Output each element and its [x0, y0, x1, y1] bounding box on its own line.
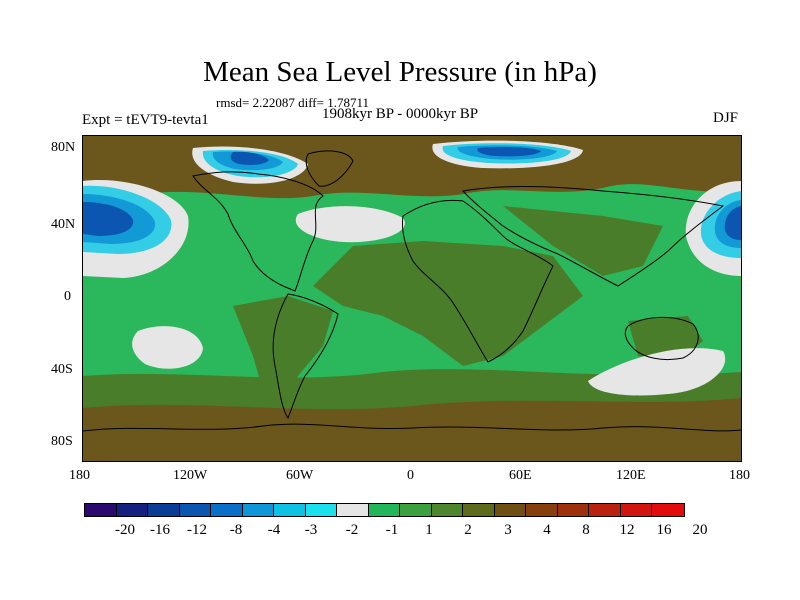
- colorbar-label: 8: [582, 522, 590, 538]
- greenland-low-core: [230, 151, 269, 165]
- map-canvas: [83, 136, 741, 461]
- colorbar-label: 4: [543, 522, 551, 538]
- colorbar-swatch: [211, 504, 243, 516]
- time-period-label: 1908kyr BP - 0000kyr BP: [322, 106, 479, 122]
- colorbar-label: -16: [150, 522, 170, 538]
- europe-africa-coast: [402, 199, 554, 363]
- colorbar-swatch: [400, 504, 432, 516]
- colorbar-swatch: [589, 504, 621, 516]
- rmsd-diff-stats: rmsd= 2.22087 diff= 1.78711: [216, 95, 369, 110]
- south-america-coast: [272, 293, 339, 420]
- lon-label-180-right: 180: [729, 468, 750, 483]
- lon-label-0: 0: [407, 468, 414, 483]
- pressure-anomaly-map: [82, 135, 742, 462]
- colorbar-label: 1: [425, 522, 433, 538]
- colorbar-swatch: [305, 504, 337, 516]
- colorbar-swatch: [368, 504, 400, 516]
- australia-coast: [624, 316, 699, 361]
- south-indian-zero-patch: [588, 348, 726, 396]
- colorbar-label: 3: [504, 522, 512, 538]
- south-pacific-zero-patch: [132, 326, 203, 369]
- colorbar-swatch: [274, 504, 306, 516]
- lon-label-120e: 120E: [616, 468, 646, 483]
- antarctica-coast: [83, 423, 741, 432]
- colorbar-swatch: [148, 504, 180, 516]
- colorbar: [84, 503, 685, 517]
- colorbar-swatch: [116, 504, 148, 516]
- colorbar-swatch: [85, 504, 117, 516]
- colorbar-swatch: [463, 504, 495, 516]
- north-america-coast: [192, 171, 324, 292]
- tropical-africa-region: [313, 241, 583, 366]
- colorbar-label: -8: [229, 522, 243, 538]
- colorbar-label: 2: [464, 522, 472, 538]
- colorbar-label: -4: [267, 522, 281, 538]
- colorbar-label: -12: [187, 522, 207, 538]
- colorbar-swatch: [242, 504, 274, 516]
- north-pacific-low-core-left: [83, 202, 134, 236]
- season-label: DJF: [712, 110, 738, 126]
- lon-label-60e: 60E: [509, 468, 532, 483]
- colorbar-label: 20: [692, 522, 708, 538]
- colorbar-swatch: [337, 504, 369, 516]
- lon-label-120w: 120W: [173, 468, 208, 483]
- colorbar-swatch: [494, 504, 526, 516]
- colorbar-swatch: [526, 504, 558, 516]
- colorbar-swatch: [620, 504, 652, 516]
- north-pacific-low-core-right: [724, 206, 741, 240]
- lat-label-0: 0: [64, 289, 71, 304]
- map-title: Mean Sea Level Pressure (in hPa): [203, 56, 597, 88]
- lat-label-80n: 80N: [51, 140, 76, 155]
- colorbar-swatch: [179, 504, 211, 516]
- lon-label-180-left: 180: [69, 468, 90, 483]
- colorbar-label: -2: [345, 522, 359, 538]
- coastlines: [83, 150, 741, 432]
- southern-ocean-mid-band: [83, 369, 741, 410]
- colorbar-swatch: [431, 504, 463, 516]
- asia-coast: [462, 186, 725, 287]
- colorbar-label: -3: [304, 522, 318, 538]
- arctic-low-core: [477, 147, 541, 157]
- colorbar-label: 12: [619, 522, 635, 538]
- experiment-label: Expt = tEVT9-tevta1: [82, 112, 209, 128]
- eurasia-region: [503, 206, 663, 276]
- colorbar-swatch: [652, 504, 684, 516]
- colorbar-swatch: [557, 504, 589, 516]
- south-america-region: [233, 296, 333, 401]
- greenland-coast: [305, 150, 354, 187]
- north-atlantic-zero-patch: [295, 206, 405, 243]
- colorbar-label: 16: [656, 522, 672, 538]
- lon-label-60w: 60W: [286, 468, 314, 483]
- colorbar-label: -1: [385, 522, 399, 538]
- lat-label-40n: 40N: [51, 217, 76, 232]
- lat-label-80s: 80S: [51, 434, 73, 449]
- colorbar-label: -20: [115, 522, 135, 538]
- lat-label-40s: 40S: [51, 362, 73, 377]
